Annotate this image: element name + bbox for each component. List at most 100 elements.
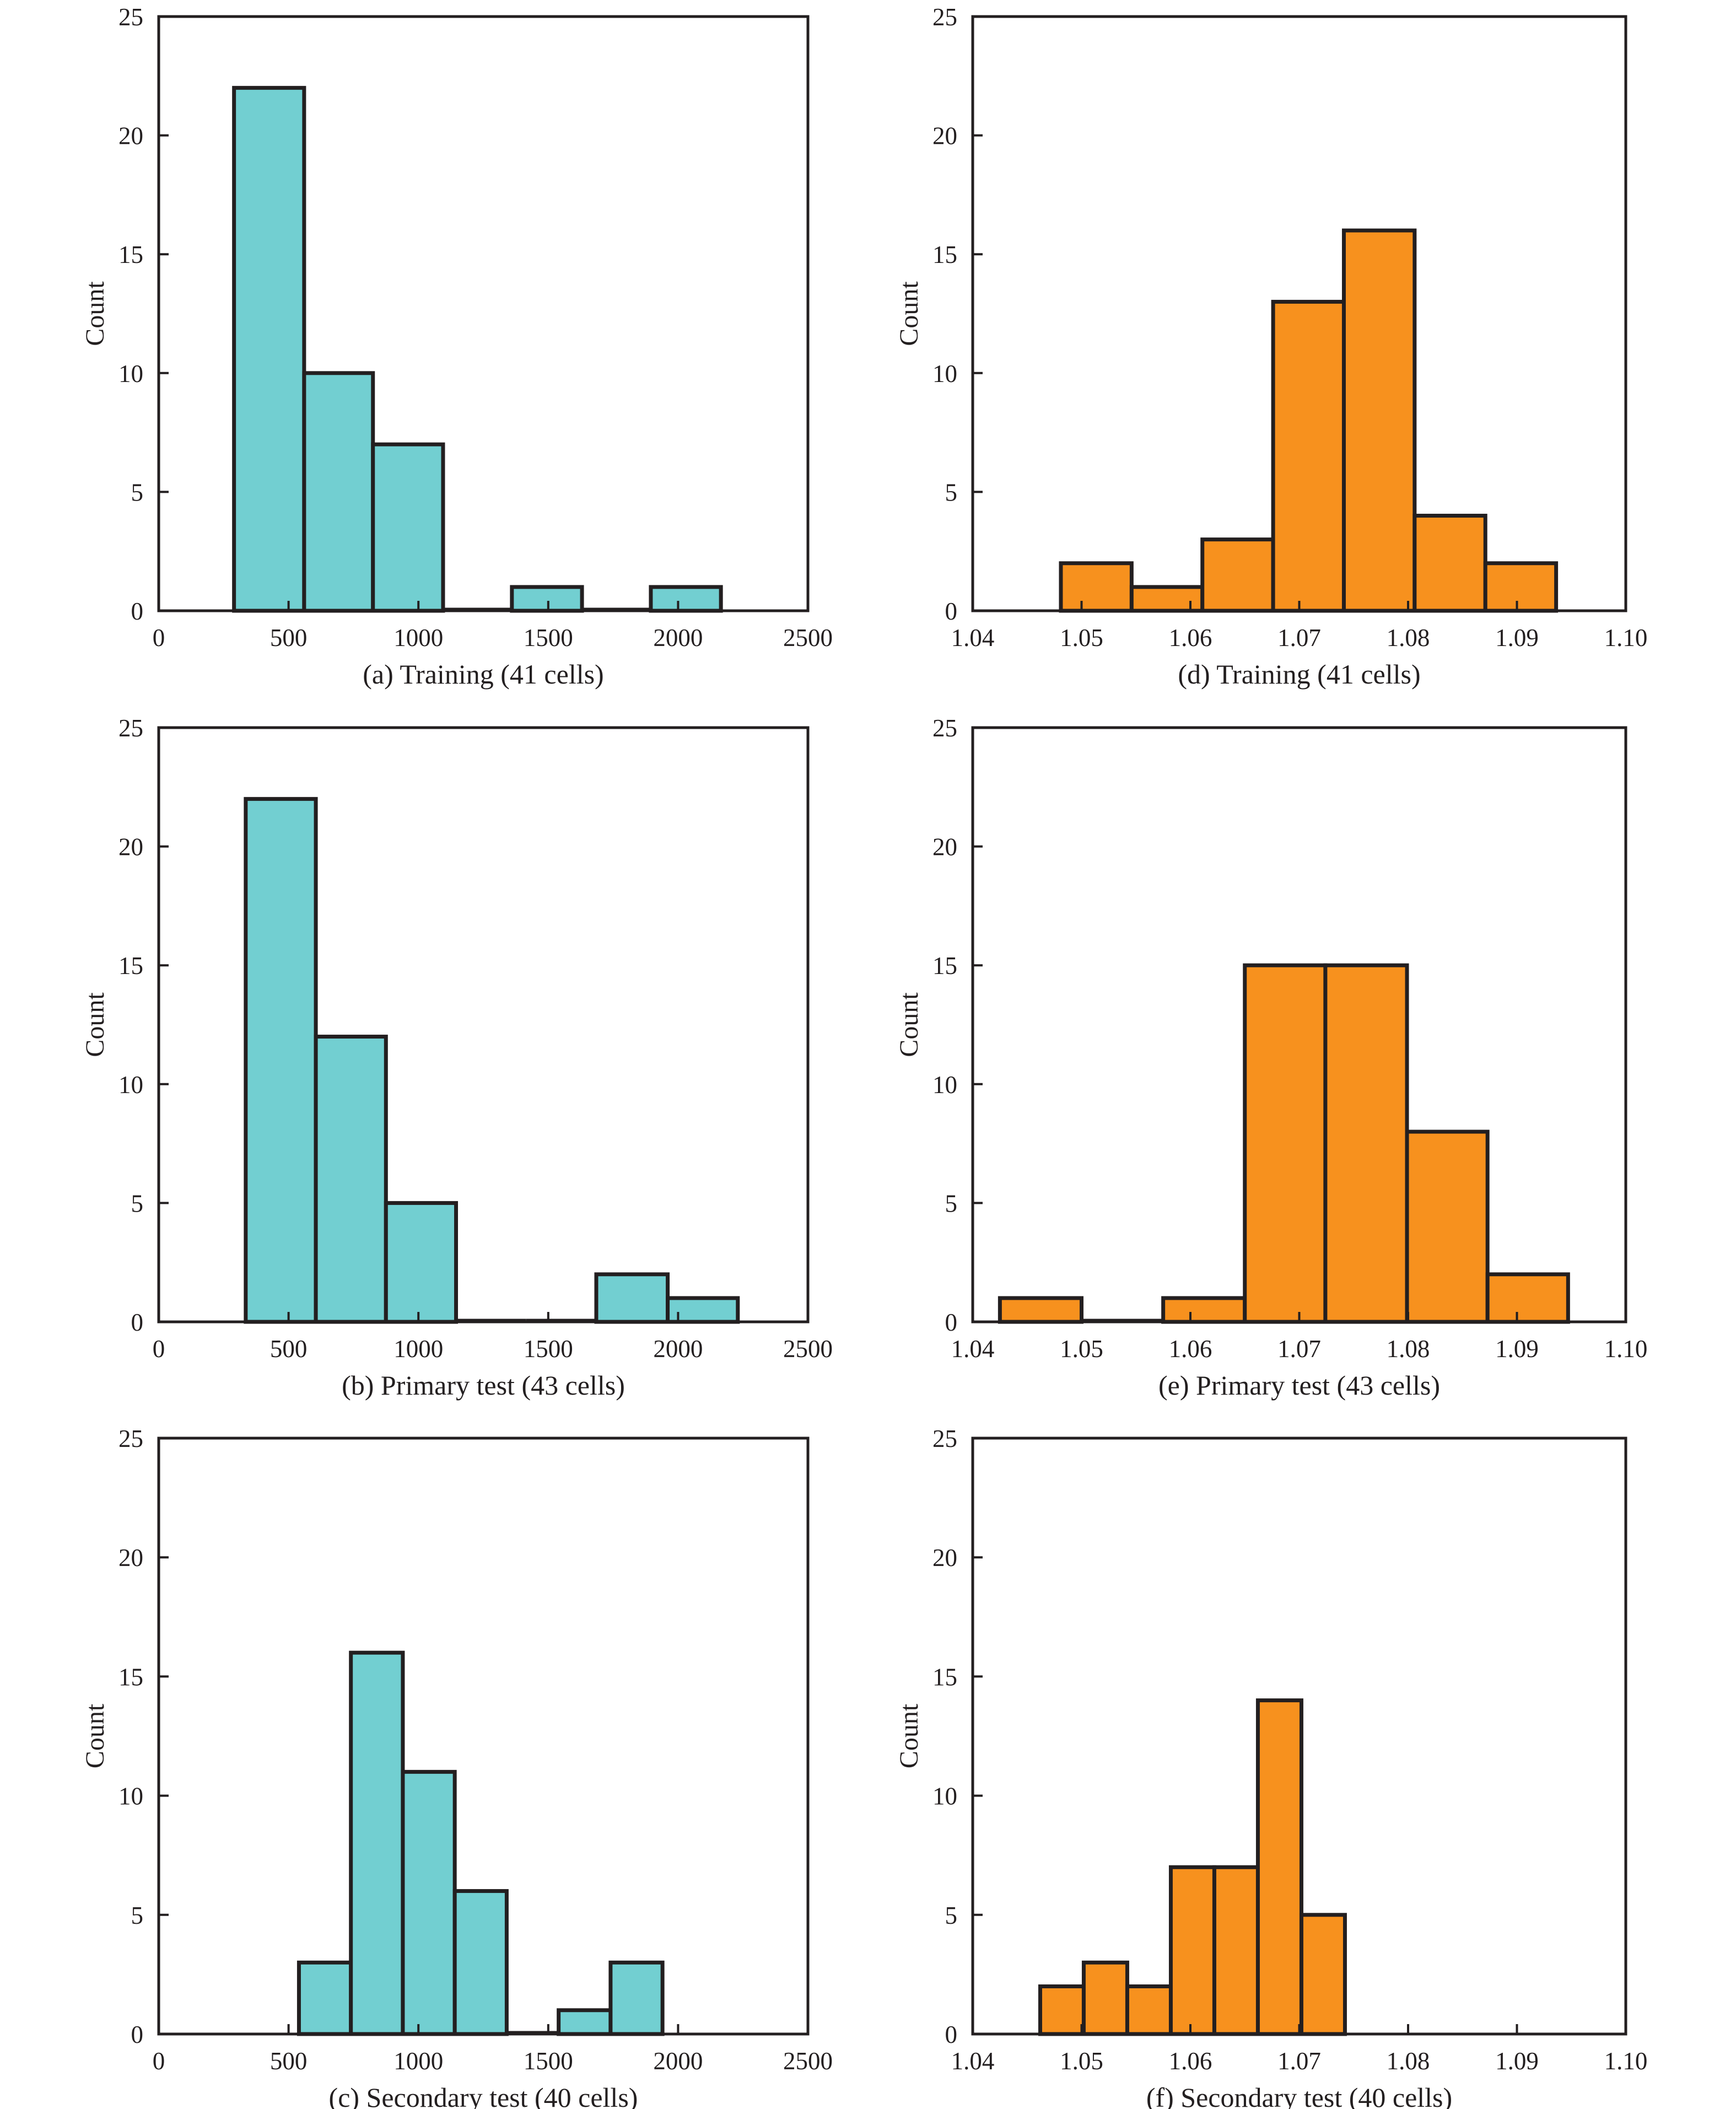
plot-frame [157, 1437, 810, 2036]
y-tick-label: 5 [945, 478, 958, 506]
y-tick-label: 10 [118, 1071, 143, 1099]
y-tick-label: 25 [118, 3, 143, 31]
histogram-bar [1323, 963, 1409, 1324]
histogram-bar [1412, 514, 1487, 613]
x-tick-label: 1.06 [1169, 624, 1212, 652]
y-tick-label: 10 [932, 360, 957, 388]
x-tick-label: 0 [153, 624, 165, 652]
y-tick-label: 5 [131, 478, 144, 506]
histogram-bar [594, 1272, 670, 1324]
y-tick-label: 0 [131, 598, 144, 625]
y-axis-label: Count [894, 1703, 924, 1768]
histogram-bar [401, 1769, 457, 2036]
histogram-bar [384, 1201, 459, 1324]
y-tick-label: 25 [932, 714, 957, 742]
histogram-bar [371, 442, 445, 613]
y-tick-label: 5 [945, 1190, 958, 1217]
y-tick-label: 0 [131, 1309, 144, 1336]
y-tick-label: 5 [131, 1190, 144, 1217]
y-tick-label: 15 [932, 241, 957, 268]
x-tick-label: 1000 [393, 2047, 443, 2075]
y-tick-label: 15 [118, 241, 143, 268]
x-tick-label: 1.08 [1387, 1335, 1430, 1363]
x-tick-label: 1000 [393, 624, 443, 652]
y-tick-label: 15 [118, 952, 143, 980]
y-tick-label: 25 [932, 3, 957, 31]
y-tick-label: 10 [118, 360, 143, 388]
histogram-bar [1038, 1984, 1086, 2036]
y-tick-label: 20 [118, 122, 143, 150]
histogram-bar [1341, 228, 1417, 613]
histogram-panel-a: 0 500 1000 1500 2000 2500 0 5 10 15 20 25 Count (a) T… [80, 3, 833, 690]
y-tick-label: 10 [932, 1071, 957, 1099]
y-tick-label: 5 [131, 1902, 144, 1929]
x-tick-label: 2500 [783, 2047, 833, 2075]
plot-frame [157, 726, 810, 1323]
histogram-panel-b: 0 500 1000 1500 2000 2500 0 5 10 15 20 25 Count (b) P… [80, 714, 833, 1401]
x-tick-label: 1.09 [1495, 1335, 1539, 1363]
x-tick-label: 1.04 [951, 2047, 995, 2075]
y-tick-label: 20 [932, 833, 957, 861]
y-axis-label: Count [894, 281, 924, 346]
histogram-bar [1161, 1296, 1247, 1324]
y-tick-label: 20 [932, 1544, 957, 1572]
panel-caption: (a) Training (41 cells) [363, 659, 603, 690]
histogram-bar [1483, 561, 1559, 613]
y-tick-label: 25 [118, 1425, 143, 1452]
x-tick-label: 2500 [783, 1335, 833, 1363]
y-tick-label: 25 [932, 1425, 957, 1452]
x-tick-label: 1500 [524, 2047, 573, 2075]
y-tick-label: 15 [118, 1663, 143, 1691]
x-tick-label: 1.05 [1060, 2047, 1103, 2075]
x-tick-label: 1.10 [1604, 624, 1648, 652]
histogram-bar [998, 1296, 1083, 1324]
histogram-panel-f: 1.04 1.05 1.06 1.07 1.08 1.09 1.10 0 5 10 15 20 25 Co… [894, 1425, 1647, 2109]
histogram-panel-d: 1.04 1.05 1.06 1.07 1.08 1.09 1.10 0 5 10 15 20 25 Co… [894, 3, 1647, 690]
x-tick-label: 1.06 [1169, 1335, 1212, 1363]
histogram-bar [314, 1035, 388, 1324]
plot-frame [157, 15, 810, 612]
histogram-bar [1405, 1129, 1490, 1324]
y-tick-label: 0 [945, 1309, 958, 1336]
panel-caption: (d) Training (41 cells) [1178, 659, 1420, 690]
histogram-bar [452, 1889, 509, 2036]
histogram-panel-c: 0 500 1000 1500 2000 2500 0 5 10 15 20 25 Count (c) S… [80, 1425, 833, 2109]
panel-caption: (e) Primary test (43 cells) [1158, 1370, 1440, 1401]
x-tick-label: 2000 [653, 624, 703, 652]
histogram-bar [349, 1650, 405, 2036]
y-axis-label: Count [894, 992, 924, 1057]
histogram-bar [1255, 1698, 1303, 2036]
x-tick-label: 500 [270, 2047, 308, 2075]
histogram-bar [510, 585, 584, 613]
x-tick-label: 2000 [653, 2047, 703, 2075]
y-tick-label: 25 [118, 714, 143, 742]
x-tick-label: 1.09 [1495, 2047, 1539, 2075]
histogram-bar [244, 797, 318, 1324]
histogram-bar [1059, 561, 1134, 613]
panel-caption: (f) Secondary test (40 cells) [1146, 2082, 1452, 2109]
x-tick-label: 500 [270, 1335, 308, 1363]
x-tick-label: 2500 [783, 624, 833, 652]
histogram-bar [1200, 537, 1275, 613]
y-tick-label: 20 [118, 1544, 143, 1572]
y-tick-label: 20 [118, 833, 143, 861]
x-tick-label: 1.08 [1387, 624, 1430, 652]
x-tick-label: 1.07 [1277, 1335, 1321, 1363]
y-tick-label: 10 [932, 1783, 957, 1810]
histogram-bar [1485, 1272, 1570, 1324]
y-tick-label: 0 [945, 2021, 958, 2048]
y-tick-label: 15 [932, 952, 957, 980]
histogram-bar [302, 371, 375, 613]
x-tick-label: 1.04 [951, 1335, 995, 1363]
histogram-panel-e: 1.04 1.05 1.06 1.07 1.08 1.09 1.10 0 5 10 15 20 25 Co… [894, 714, 1647, 1401]
histogram-bar [1271, 299, 1346, 613]
x-tick-label: 1000 [393, 1335, 443, 1363]
y-axis-label: Count [80, 992, 110, 1057]
x-tick-label: 1.05 [1060, 624, 1103, 652]
y-axis-label: Count [80, 281, 110, 346]
histogram-bar [1129, 585, 1205, 613]
y-tick-label: 0 [131, 2021, 144, 2048]
panel-caption: (b) Primary test (43 cells) [342, 1370, 625, 1401]
panel-caption: (c) Secondary test (40 cells) [329, 2082, 638, 2109]
